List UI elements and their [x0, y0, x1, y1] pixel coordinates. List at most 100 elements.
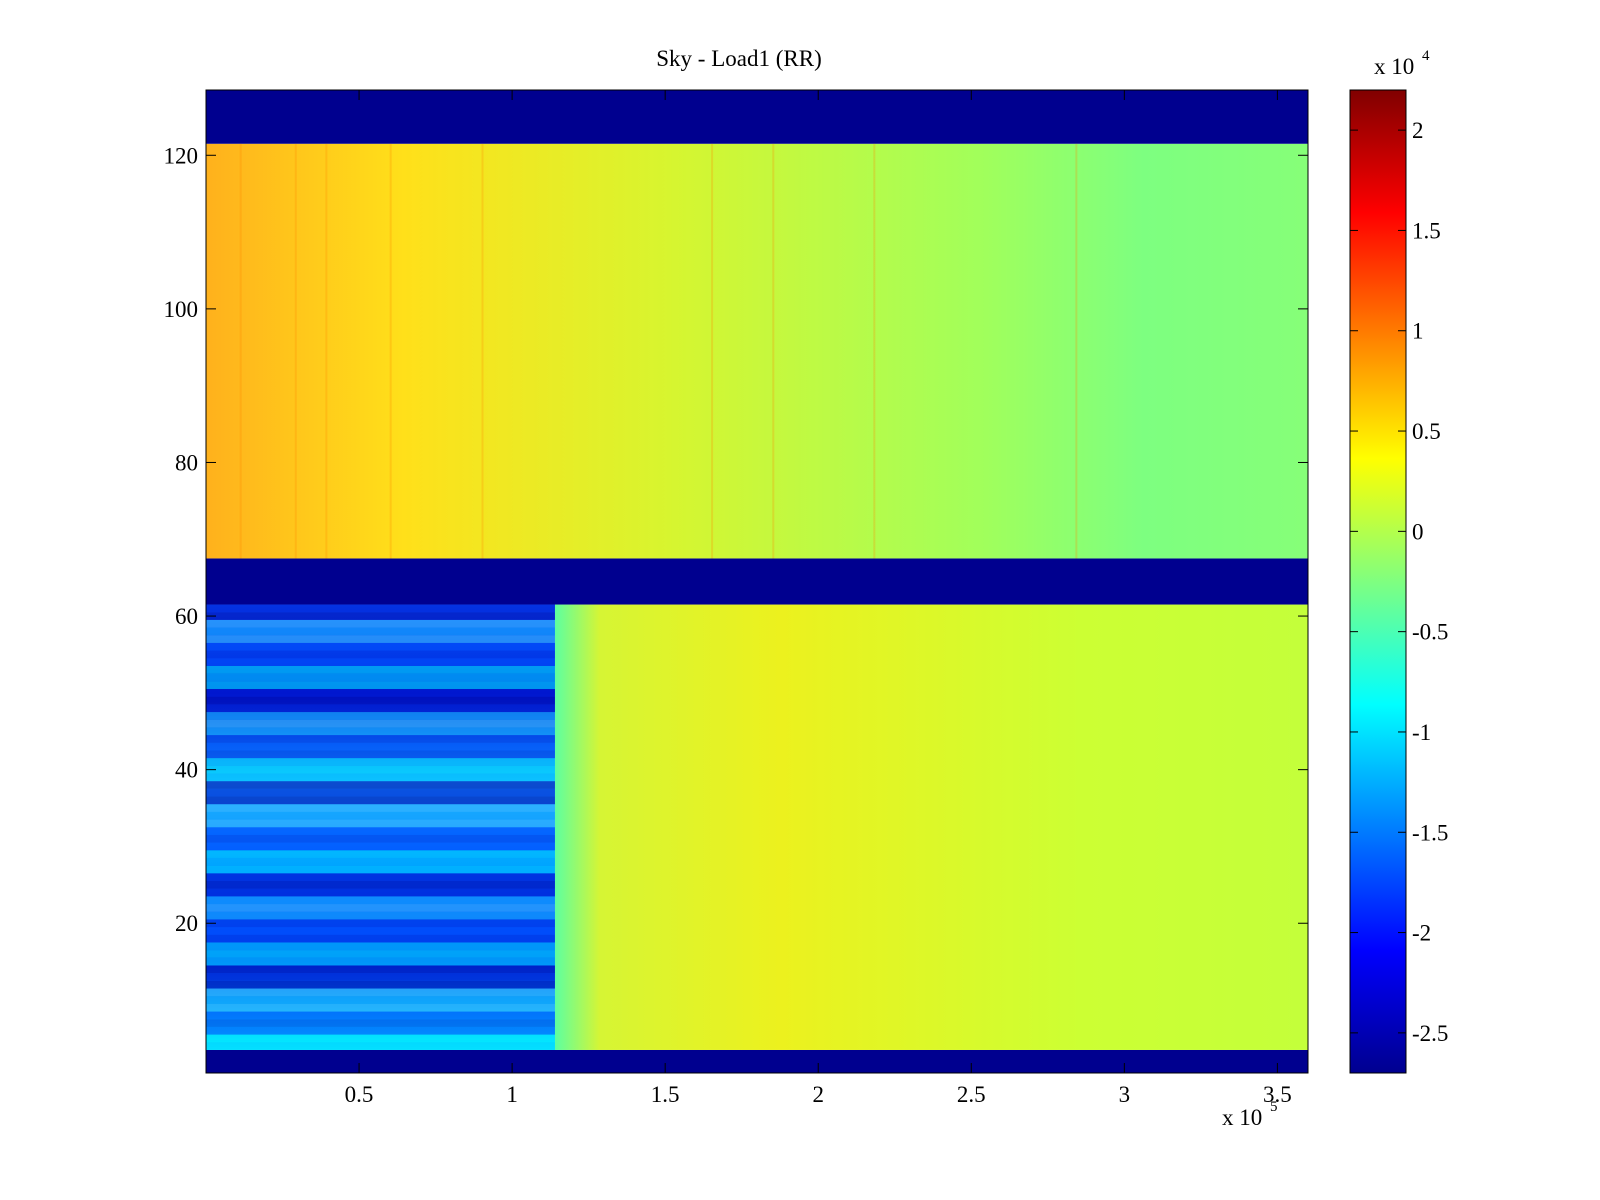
streak [294, 143, 297, 559]
svg-text:x 10: x 10 [1374, 54, 1414, 79]
stripe-channel [206, 612, 555, 620]
stripe-channel [206, 865, 555, 874]
x-tick-label: 0.5 [345, 1082, 374, 1107]
stripe-channel [206, 957, 555, 966]
stripe-channel [206, 735, 555, 743]
heatmap-region-middle-flag-band [206, 558, 1308, 605]
stripe-channel [206, 919, 555, 928]
y-tick-label: 80 [175, 450, 198, 475]
colorbar-tick-label: 0.5 [1412, 419, 1441, 444]
stripe-channel [206, 650, 555, 659]
streak [239, 143, 242, 559]
svg-text:x 10: x 10 [1222, 1105, 1262, 1130]
heatmap-region-bottom-flag-band [206, 1049, 1308, 1073]
y-tick-label: 60 [175, 604, 198, 629]
stripe-channel [206, 704, 555, 713]
stripe-channel [206, 750, 555, 759]
svg-text:4: 4 [1422, 48, 1430, 64]
streak [389, 143, 392, 559]
stripe-channel [206, 1003, 555, 1012]
stripe-channel [206, 665, 555, 674]
streak [772, 143, 775, 559]
stripe-channel [206, 781, 555, 789]
stripe-channel [206, 627, 555, 636]
stripe-channel [206, 696, 555, 705]
vertical-streaks [239, 143, 1078, 559]
colorbar-tick-label: -0.5 [1412, 620, 1448, 645]
stripe-channel [206, 857, 555, 866]
lower-left-stripes [206, 604, 555, 1050]
stripe-channel [206, 850, 555, 858]
stripe-channel [206, 712, 555, 720]
stripe-channel [206, 719, 555, 728]
stripe-channel [206, 811, 555, 820]
stripe-channel [206, 873, 555, 882]
stripe-channel [206, 635, 555, 643]
stripe-channel [206, 842, 555, 851]
stripe-channel [206, 980, 555, 989]
streak [1075, 143, 1078, 559]
stripe-channel [206, 604, 555, 613]
stripe-channel [206, 927, 555, 935]
stripe-channel [206, 727, 555, 736]
colorbar-tick-label: -1 [1412, 720, 1431, 745]
chart-title: Sky - Load1 (RR) [656, 46, 821, 71]
colorbar-tick-label: 1 [1412, 319, 1424, 344]
stripe-channel [206, 689, 555, 697]
x-tick-label: 3.5 [1263, 1082, 1292, 1107]
stripe-channel [206, 681, 555, 690]
stripe-channel [206, 934, 555, 943]
stripe-channel [206, 796, 555, 805]
colorbar-tick-label: 0 [1412, 519, 1424, 544]
stripe-channel [206, 996, 555, 1004]
stripe-channel [206, 888, 555, 897]
colorbar-tick-label: 1.5 [1412, 218, 1441, 243]
stripe-channel [206, 965, 555, 974]
stripe-channel [206, 1042, 555, 1050]
stripe-channel [206, 642, 555, 651]
streak [873, 143, 876, 559]
stripe-channel [206, 904, 555, 912]
heatmap-region-top-flag-band [206, 90, 1308, 144]
x-tick-label: 2 [812, 1082, 824, 1107]
heatmap-region-lower-channels-rest [554, 604, 1308, 1050]
stripe-channel [206, 1034, 555, 1043]
stripe-channel [206, 973, 555, 981]
streak [325, 143, 328, 559]
streak [481, 143, 484, 559]
stripe-channel [206, 619, 555, 628]
stripe-channel [206, 834, 555, 843]
stripe-channel [206, 773, 555, 782]
svg-text:5: 5 [1270, 1099, 1278, 1115]
stripe-channel [206, 758, 555, 766]
stripe-channel [206, 788, 555, 797]
y-tick-label: 20 [175, 911, 198, 936]
stripe-channel [206, 911, 555, 920]
stripe-channel [206, 819, 555, 828]
y-tick-label: 40 [175, 758, 198, 783]
stripe-channel [206, 1026, 555, 1035]
stripe-channel [206, 804, 555, 812]
colorbar-tick-label: -1.5 [1412, 820, 1448, 845]
stripe-channel [206, 742, 555, 751]
stripe-channel [206, 765, 555, 774]
colorbar: -2.5 -2 -1.5 -1 -0.5 0 0.5 1 1.5 2 [1349, 89, 1448, 1074]
stripe-channel [206, 942, 555, 951]
x-tick-label: 1.5 [651, 1082, 680, 1107]
colorbar-gradient [1349, 89, 1407, 1074]
stripe-channel [206, 1019, 555, 1027]
heatmap-image: 0.5 1 1.5 2 2.5 3 3.5 20 40 60 80 100 120 [164, 89, 1309, 1107]
streak [711, 143, 714, 559]
colorbar-tick-label: 2 [1412, 118, 1424, 143]
plot-frame [205, 89, 1309, 1074]
stripe-channel [206, 673, 555, 682]
stripe-channel [206, 827, 555, 835]
colorbar-exponent-label: x 10 4 [1374, 48, 1430, 79]
x-tick-label: 3 [1119, 1082, 1131, 1107]
x-axis-exponent-label: x 10 5 [1222, 1099, 1278, 1130]
stripe-channel [206, 988, 555, 997]
y-tick-label: 100 [164, 297, 199, 322]
colorbar-tick-label: -2.5 [1412, 1021, 1448, 1046]
stripe-channel [206, 950, 555, 958]
